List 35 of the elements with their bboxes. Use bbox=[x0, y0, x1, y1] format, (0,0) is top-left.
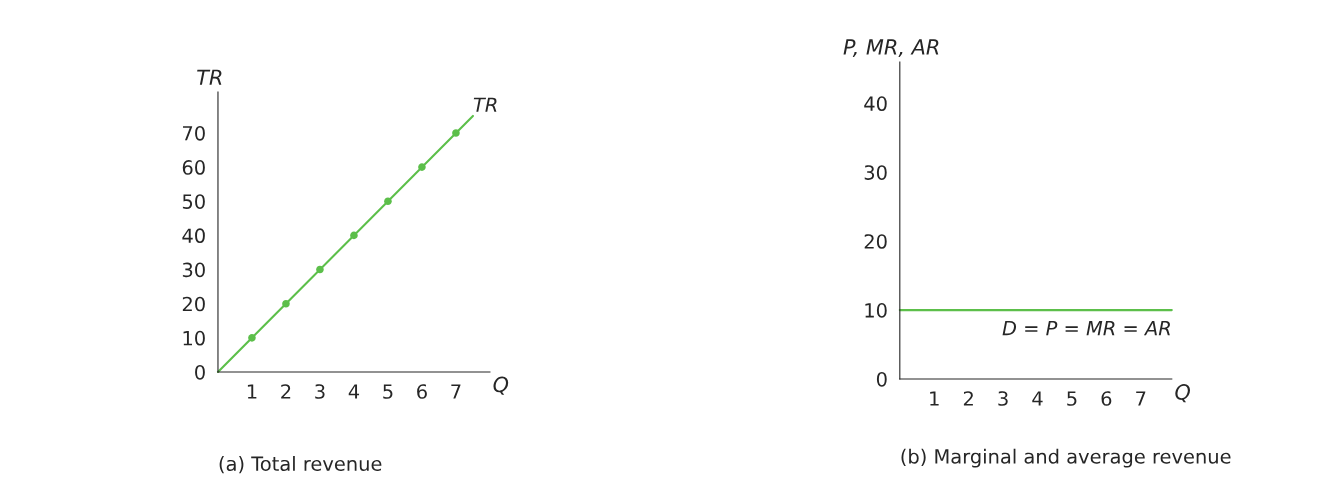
x-tick-label: 7 bbox=[451, 384, 461, 399]
y-axis-title: P, MR, AR bbox=[843, 39, 939, 57]
x-tick-label: 6 bbox=[417, 384, 427, 399]
x-tick-label: 3 bbox=[998, 391, 1008, 406]
y-tick-label: 30 bbox=[182, 262, 205, 278]
text: (a) Total revenue bbox=[219, 456, 382, 474]
text: (b) Marginal and average revenue bbox=[901, 448, 1231, 468]
x-tick-label: 1 bbox=[247, 384, 257, 399]
series-label: TR bbox=[473, 97, 497, 112]
x-axis-title: Q bbox=[1175, 384, 1191, 403]
x-tick-label: 5 bbox=[383, 384, 393, 399]
x-tick-label: 1 bbox=[930, 391, 939, 406]
y-tick-label: 0 bbox=[876, 371, 887, 387]
x-tick-label: 3 bbox=[315, 384, 325, 399]
series-label: D = P = MR = AR bbox=[1002, 321, 1170, 336]
y-tick-label: 10 bbox=[865, 303, 887, 318]
y-tick-label: 40 bbox=[864, 96, 887, 112]
y-tick-label: 60 bbox=[182, 160, 205, 175]
y-tick-label: 20 bbox=[864, 234, 887, 249]
x-tick-label: 4 bbox=[1032, 391, 1043, 406]
y-tick-label: 0 bbox=[195, 364, 205, 380]
y-tick-label: 50 bbox=[182, 194, 205, 209]
x-tick-label: 6 bbox=[1101, 391, 1112, 406]
x-tick-label: 4 bbox=[348, 384, 360, 399]
y-axis-title: TR bbox=[197, 69, 222, 85]
y-tick-label: 10 bbox=[183, 330, 205, 346]
x-tick-label: 2 bbox=[281, 384, 291, 399]
y-tick-label: 70 bbox=[183, 125, 205, 141]
x-axis-title: Q bbox=[493, 376, 509, 395]
y-tick-label: 20 bbox=[182, 296, 205, 312]
x-tick-label: 2 bbox=[963, 391, 973, 406]
x-tick-label: 7 bbox=[1136, 391, 1146, 406]
y-tick-label: 30 bbox=[864, 165, 887, 180]
y-tick-label: 40 bbox=[182, 228, 205, 244]
x-tick-label: 5 bbox=[1067, 391, 1077, 406]
